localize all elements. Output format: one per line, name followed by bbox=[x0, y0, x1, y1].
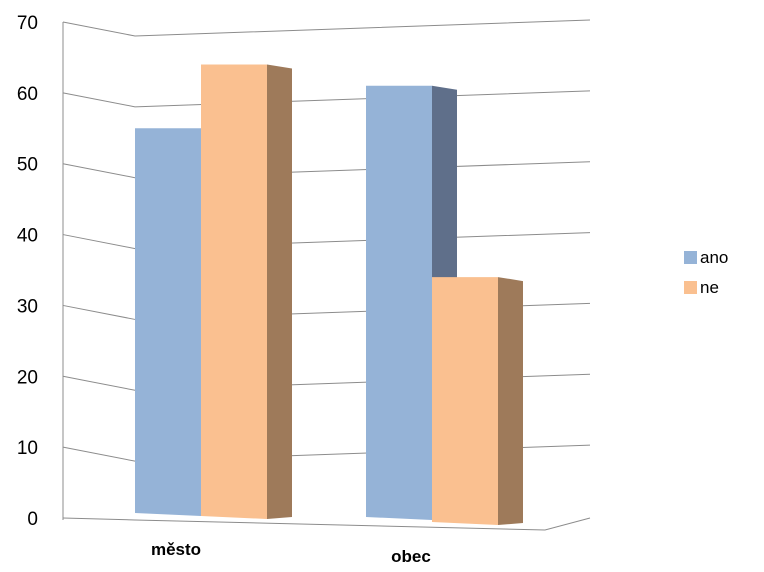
y-tick-label: 50 bbox=[17, 155, 38, 176]
y-tick-label: 40 bbox=[17, 226, 38, 247]
y-tick-label: 10 bbox=[17, 438, 38, 459]
y-tick-label: 60 bbox=[17, 84, 38, 105]
y-tick-label: 70 bbox=[17, 13, 38, 34]
legend-label: ano bbox=[700, 248, 728, 267]
legend-label: ne bbox=[700, 278, 719, 297]
y-tick-label: 30 bbox=[17, 296, 38, 317]
bars bbox=[135, 64, 523, 525]
gridline-0 bbox=[62, 517, 591, 531]
bar-ne-obec bbox=[432, 277, 498, 525]
x-category-label: město bbox=[151, 540, 201, 559]
x-category-label: obec bbox=[391, 547, 431, 566]
bar-ano-město bbox=[135, 128, 201, 517]
gridline-60 bbox=[62, 90, 591, 108]
bar-side-ne-město bbox=[267, 64, 292, 519]
bar-ano-obec bbox=[366, 85, 432, 521]
y-tick-label: 20 bbox=[17, 367, 38, 388]
legend: ano ne bbox=[684, 248, 728, 297]
y-axis: 0 10 20 30 40 50 60 70 bbox=[17, 13, 64, 530]
y-tick-label: 0 bbox=[27, 509, 38, 530]
gridline-70 bbox=[62, 19, 591, 37]
bar-ne-město bbox=[201, 64, 267, 519]
legend-swatch-ne bbox=[684, 281, 697, 294]
bar-side-ne-obec bbox=[498, 277, 523, 525]
x-axis-labels: město obec bbox=[151, 540, 431, 566]
legend-swatch-ano bbox=[684, 251, 697, 264]
